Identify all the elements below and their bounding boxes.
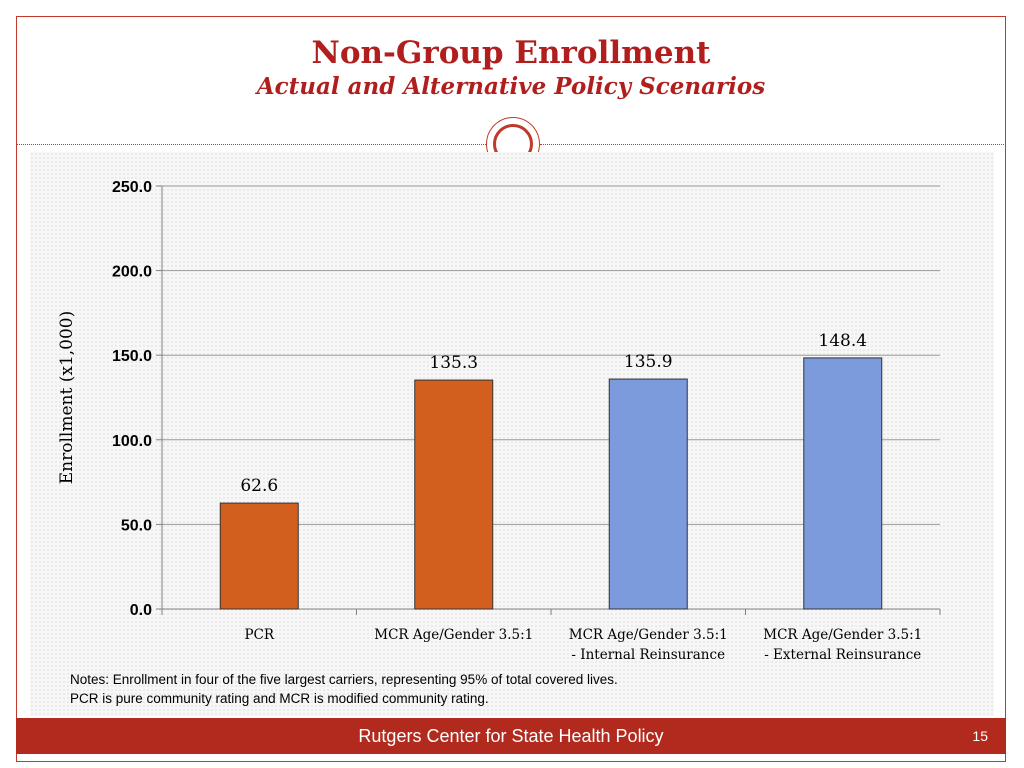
slide-title: Non-Group Enrollment — [311, 35, 711, 71]
notes-line-2: PCR is pure community rating and MCR is … — [70, 691, 489, 706]
chart-area: 0.0 50.0 100.0 150.0 200.0 250.0 62.6 PCR 135.3 M… — [30, 152, 994, 716]
x-category-label: MCR Age/Gender 3.5:1 — [569, 627, 728, 643]
bar-chart: 0.0 50.0 100.0 150.0 200.0 250.0 62.6 PCR 135.3 M… — [57, 179, 941, 663]
x-category-label: MCR Age/Gender 3.5:1 — [374, 627, 533, 643]
y-tick-label: 0.0 — [130, 602, 152, 619]
title-block: Non-Group Enrollment Actual and Alternat… — [16, 34, 1006, 102]
footer-text: Rutgers Center for State Health Policy — [358, 726, 664, 746]
bar — [803, 357, 883, 610]
bar-value-label: 135.9 — [624, 352, 673, 372]
y-axis-label: Enrollment (x1,000) — [57, 311, 77, 484]
y-tick-label: 50.0 — [121, 517, 152, 534]
x-category-label: MCR Age/Gender 3.5:1 — [763, 627, 922, 643]
y-tick-label: 100.0 — [112, 433, 152, 450]
bar-value-label: 135.3 — [429, 353, 478, 373]
page-number: 15 — [972, 728, 988, 744]
notes-line-1: Notes: Enrollment in four of the five la… — [70, 672, 618, 687]
bar — [219, 502, 299, 610]
notes: Notes: Enrollment in four of the five la… — [70, 670, 618, 708]
bar-value-label: 62.6 — [240, 476, 278, 496]
bar-value-label: 148.4 — [818, 331, 867, 351]
slide-subtitle: Actual and Alternative Policy Scenarios — [256, 73, 766, 100]
x-category-label: - External Reinsurance — [764, 647, 921, 663]
bar — [608, 378, 688, 610]
x-category-label: PCR — [244, 627, 274, 643]
y-tick-label: 250.0 — [112, 179, 152, 196]
footer-bar: Rutgers Center for State Health Policy 1… — [16, 718, 1006, 754]
title-divider-right — [540, 144, 1006, 145]
title-divider-left — [16, 144, 486, 145]
y-tick-label: 150.0 — [112, 348, 152, 365]
x-category-label: - Internal Reinsurance — [571, 647, 725, 663]
bar — [414, 379, 494, 610]
y-tick-label: 200.0 — [112, 264, 152, 281]
slide-border — [16, 16, 1006, 762]
